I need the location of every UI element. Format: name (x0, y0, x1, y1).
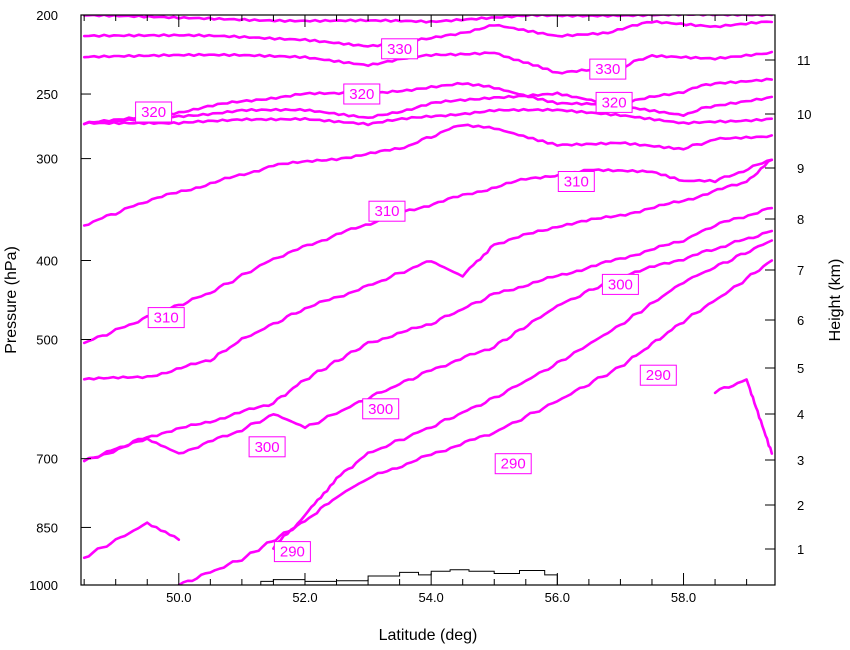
contour-label-text: 320 (349, 86, 374, 103)
y2-tick-label: 5 (797, 361, 804, 376)
contour-label-text: 290 (280, 544, 305, 561)
contour-label-text: 310 (154, 310, 179, 327)
y2-tick-label: 8 (797, 212, 804, 227)
x-axis-title: Latitude (deg) (379, 627, 478, 644)
contour-label-9: 300 (362, 398, 400, 420)
contour-label-box (368, 200, 406, 222)
x-tick-label: 52.0 (292, 590, 317, 605)
contour-label-box (589, 58, 627, 80)
contour-label-0: 330 (381, 38, 419, 60)
contour-label-text: 330 (387, 41, 412, 58)
x-tick-label: 58.0 (671, 590, 696, 605)
contour-line-310-6 (82, 123, 774, 227)
contour-label-3: 320 (343, 83, 381, 105)
contour-label-text: 310 (374, 203, 399, 220)
y2-tick-label: 4 (797, 407, 804, 422)
contour-line-290-12 (177, 259, 774, 585)
contour-label-box (135, 101, 173, 123)
y-tick-label: 400 (36, 253, 58, 268)
y-tick-label: 700 (36, 452, 58, 467)
x-tick-label: 56.0 (545, 590, 570, 605)
contour-label-box (601, 273, 639, 295)
contour-label-box (273, 541, 311, 563)
contour-label-box (557, 171, 595, 192)
contour-label-10: 300 (248, 436, 286, 458)
contour-line-295-11 (272, 239, 774, 550)
plot-area (81, 15, 775, 585)
y-axis-title: Pressure (hPa) (3, 246, 20, 354)
contour-label-text: 320 (602, 94, 627, 111)
contour-label-8: 300 (601, 273, 639, 295)
contour-line-330-1 (82, 19, 774, 48)
y-tick-label: 850 (36, 520, 58, 535)
contour-label-text: 290 (501, 456, 526, 473)
contour-lines (82, 15, 774, 585)
axes: 50.0 52.0 54.0 56.0 58.020025030040050070085… (29, 8, 811, 605)
contour-line-320-4 (82, 91, 774, 126)
contour-label-box (343, 83, 381, 105)
plot-frame (80, 14, 776, 586)
y2-tick-label: 3 (797, 453, 804, 468)
contour-label-text: 310 (564, 174, 589, 191)
contour-label-7: 310 (147, 307, 185, 329)
contour-line-310-7 (82, 158, 774, 345)
contour-label-text: 300 (608, 276, 633, 293)
y-tick-label: 200 (36, 8, 58, 23)
y-tick-label: 300 (36, 152, 58, 167)
contour-label-5: 310 (557, 171, 595, 192)
y2-tick-label: 11 (797, 53, 811, 68)
y-tick-label: 1000 (29, 578, 58, 593)
contour-label-box (639, 364, 677, 386)
plot-background (81, 15, 775, 585)
contour-line-325-3 (82, 77, 774, 126)
contour-label-box (595, 91, 633, 113)
contour-line-286-14 (713, 378, 774, 455)
contour-line-300-10 (82, 229, 774, 463)
contour-label-box (362, 398, 400, 420)
y2-tick-label: 1 (797, 542, 804, 557)
contour-line-288-13 (82, 521, 181, 560)
contour-label-4: 320 (595, 91, 633, 113)
contour-label-text: 300 (368, 401, 393, 418)
right-y-axis-title: Height (km) (827, 259, 844, 342)
contour-line-315-5 (82, 107, 774, 127)
y2-tick-label: 9 (797, 161, 804, 176)
contour-label-12: 290 (494, 453, 532, 475)
contour-labels: 330 330 320 320 320 310 310 310 300 300 300 290 290 2… (135, 38, 677, 563)
contour-label-text: 300 (255, 439, 280, 456)
contour-label-11: 290 (639, 364, 677, 386)
contour-label-text: 330 (595, 61, 620, 78)
contour-label-box (381, 38, 419, 60)
y2-tick-label: 2 (797, 498, 804, 513)
contour-label-box (147, 307, 185, 329)
contour-line-300-9 (82, 206, 774, 463)
x-tick-label: 54.0 (418, 590, 443, 605)
contour-label-box (494, 453, 532, 475)
y2-tick-label: 6 (797, 313, 804, 328)
y-tick-label: 250 (36, 87, 58, 102)
y2-tick-label: 7 (797, 263, 804, 278)
contour-label-text: 320 (141, 104, 166, 121)
y-tick-label: 500 (36, 333, 58, 348)
contour-label-13: 290 (273, 541, 311, 563)
contour-label-2: 320 (135, 101, 173, 123)
x-tick-label: 50.0 (166, 590, 191, 605)
contour-line-305-8 (82, 158, 774, 381)
contour-label-text: 290 (646, 367, 671, 384)
contour-label-box (248, 436, 286, 458)
contour-line-335-0 (82, 15, 774, 24)
y2-tick-label: 10 (797, 107, 811, 122)
contour-label-1: 330 (589, 58, 627, 80)
contour-label-6: 310 (368, 200, 406, 222)
contour-line-330-2 (82, 50, 774, 75)
